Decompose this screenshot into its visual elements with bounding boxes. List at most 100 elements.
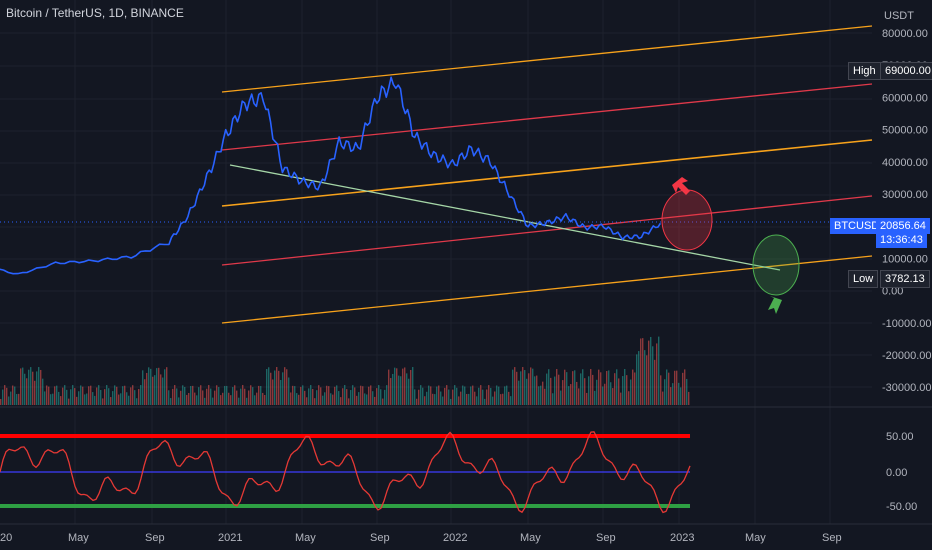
volume-bar	[156, 368, 158, 405]
volume-bar	[680, 387, 682, 405]
volume-bar	[464, 386, 466, 405]
volume-bar	[376, 388, 378, 405]
volume-bar	[498, 386, 500, 405]
volume-bar	[228, 392, 230, 405]
volume-bar	[576, 381, 578, 405]
volume-bar	[18, 393, 20, 405]
volume-bar	[276, 367, 278, 405]
price-axis[interactable]: 80000.0070000.0060000.0050000.0040000.00…	[882, 28, 932, 394]
volume-bar	[112, 391, 114, 405]
volume-bar	[176, 388, 178, 405]
volume-bar	[282, 372, 284, 405]
time-axis[interactable]: 20 May Sep 2021 May Sep 2022 May Sep 2023 May Sep	[0, 532, 842, 544]
volume-bar	[152, 376, 154, 405]
volume-bar	[134, 390, 136, 405]
volume-bar	[632, 369, 634, 405]
time-tick-label: 2022	[443, 532, 467, 544]
volume-bar	[256, 392, 258, 405]
volume-bar	[116, 386, 118, 405]
volume-bar	[354, 387, 356, 405]
volume-bar	[616, 369, 618, 405]
volume-bar	[72, 385, 74, 405]
volume-bar	[682, 372, 684, 405]
price-tick-label: 40000.00	[882, 157, 928, 169]
volume-bar	[598, 369, 600, 405]
volume-bar	[552, 393, 554, 405]
regression-channel	[221, 25, 873, 324]
volume-bar	[216, 385, 218, 405]
oscillator-axis[interactable]: 50.00 0.00 -50.00	[886, 431, 917, 513]
volume-bar	[628, 391, 630, 405]
volume-bar	[366, 394, 368, 405]
volume-bar	[408, 378, 410, 405]
volume-bar	[480, 385, 482, 405]
volume-bar	[540, 385, 542, 405]
volume-bar	[400, 376, 402, 405]
volume-bar	[590, 369, 592, 405]
volume-bar	[502, 393, 504, 405]
volume-bars	[0, 336, 690, 405]
volume-bar	[634, 372, 636, 405]
price-tick-label: -30000.00	[882, 382, 932, 394]
volume-bar	[500, 394, 502, 405]
volume-bar	[284, 367, 286, 405]
volume-bar	[84, 394, 86, 405]
volume-bar	[38, 367, 40, 405]
volume-bar	[158, 367, 160, 405]
volume-bar	[196, 395, 198, 405]
volume-bar	[298, 394, 300, 405]
time-tick-label: 2021	[218, 532, 242, 544]
volume-bar	[596, 379, 598, 405]
volume-bar	[592, 374, 594, 405]
volume-bar	[624, 369, 626, 405]
volume-bar	[536, 375, 538, 405]
volume-bar	[514, 367, 516, 405]
volume-bar	[660, 375, 662, 405]
volume-bar	[238, 397, 240, 405]
low-label: Low	[848, 270, 879, 288]
volume-bar	[426, 391, 428, 405]
volume-bar	[236, 390, 238, 405]
volume-bar	[262, 392, 264, 405]
volume-bar	[330, 393, 332, 405]
osc-tick-label: 50.00	[886, 431, 914, 443]
time-tick-label: May	[520, 532, 541, 544]
high-value: 69000.00	[880, 62, 932, 80]
volume-bar	[402, 368, 404, 405]
volume-bar	[448, 389, 450, 405]
volume-bar	[362, 386, 364, 405]
volume-bar	[526, 378, 528, 405]
volume-bar	[100, 389, 102, 405]
time-tick-label: Sep	[596, 532, 616, 544]
volume-bar	[420, 385, 422, 405]
volume-bar	[312, 388, 314, 405]
volume-bar	[440, 391, 442, 405]
volume-bar	[602, 386, 604, 405]
volume-bar	[46, 385, 48, 405]
volume-bar	[606, 371, 608, 405]
volume-bar	[242, 385, 244, 405]
volume-bar	[320, 387, 322, 405]
volume-bar	[188, 392, 190, 405]
volume-bar	[556, 369, 558, 405]
osc-upper-band	[0, 434, 690, 438]
time-tick-label: May	[68, 532, 89, 544]
last-price-badge: 20856.64	[876, 218, 930, 234]
last-symbol-badge: BTCUSDT	[830, 218, 890, 234]
time-tick-label: 20	[0, 532, 12, 544]
volume-bar	[674, 370, 676, 405]
volume-bar	[642, 338, 644, 405]
volume-bar	[468, 393, 470, 405]
volume-bar	[594, 390, 596, 405]
price-tick-label: -10000.00	[882, 318, 932, 330]
volume-bar	[350, 390, 352, 405]
volume-bar	[12, 385, 14, 405]
volume-bar	[630, 379, 632, 405]
volume-bar	[314, 398, 316, 405]
volume-bar	[212, 397, 214, 405]
volume-bar	[676, 370, 678, 405]
volume-bar	[412, 367, 414, 405]
volume-bar	[294, 386, 296, 405]
btc-price-line	[0, 76, 662, 275]
